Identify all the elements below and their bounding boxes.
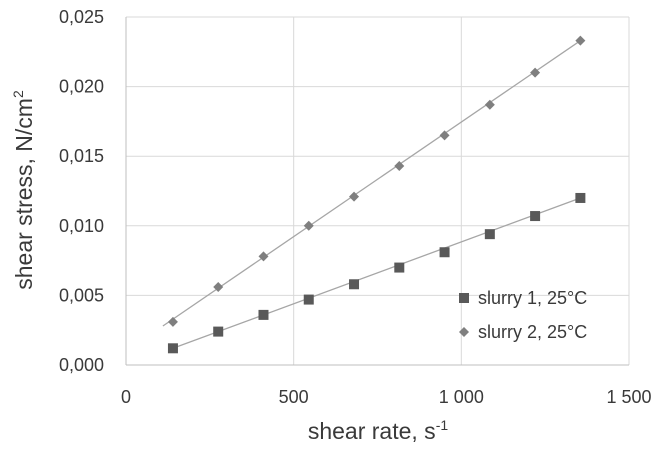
- data-point-series-1: [258, 309, 269, 320]
- grid: [125, 16, 630, 366]
- y-tick-label: 0,005: [59, 285, 104, 305]
- legend-label-series-2: slurry 2, 25°C: [478, 322, 587, 342]
- legend-marker-series-1: [459, 293, 469, 303]
- trendline-series-2: [162, 40, 581, 327]
- trendlines: [162, 40, 581, 349]
- y-tick-label: 0,000: [59, 355, 104, 375]
- y-tick-label: 0,020: [59, 77, 104, 97]
- y-axis-title: shear stress, N/cm2: [10, 90, 37, 290]
- x-tick-label: 500: [279, 387, 309, 407]
- legend: slurry 1, 25°C slurry 2, 25°C: [459, 288, 587, 342]
- data-point-series-2: [530, 67, 541, 78]
- data-point-series-1: [394, 262, 405, 273]
- data-point-series-1: [530, 211, 541, 222]
- y-tick-label: 0,025: [59, 7, 104, 27]
- x-tick-label: 1 000: [439, 387, 484, 407]
- x-tick-label: 0: [121, 387, 131, 407]
- data-points: [167, 35, 586, 354]
- data-point-series-1: [575, 192, 586, 203]
- data-point-series-1: [167, 343, 178, 354]
- tick-labels: 0,000 0,005 0,010 0,015 0,020 0,025 0 500 1 000 1…: [59, 7, 652, 407]
- data-point-series-2: [349, 191, 360, 202]
- legend-label-series-1: slurry 1, 25°C: [478, 288, 587, 308]
- data-point-series-2: [394, 160, 405, 171]
- data-point-series-2: [303, 220, 314, 231]
- data-point-series-2: [439, 130, 450, 141]
- data-point-series-1: [484, 229, 495, 240]
- data-point-series-2: [575, 35, 586, 46]
- data-point-series-2: [213, 282, 224, 293]
- y-tick-label: 0,015: [59, 146, 104, 166]
- data-point-series-1: [439, 247, 450, 258]
- data-point-series-1: [213, 326, 224, 337]
- data-point-series-1: [303, 294, 314, 305]
- data-point-series-2: [167, 316, 178, 327]
- data-point-series-2: [484, 99, 495, 110]
- y-tick-label: 0,010: [59, 216, 104, 236]
- data-point-series-2: [258, 251, 269, 262]
- data-point-series-1: [349, 279, 360, 290]
- legend-marker-series-2: [459, 327, 469, 337]
- x-tick-label: 1 500: [606, 387, 651, 407]
- trendline-series-1: [172, 197, 581, 349]
- x-axis-title: shear rate, s-1: [308, 417, 449, 444]
